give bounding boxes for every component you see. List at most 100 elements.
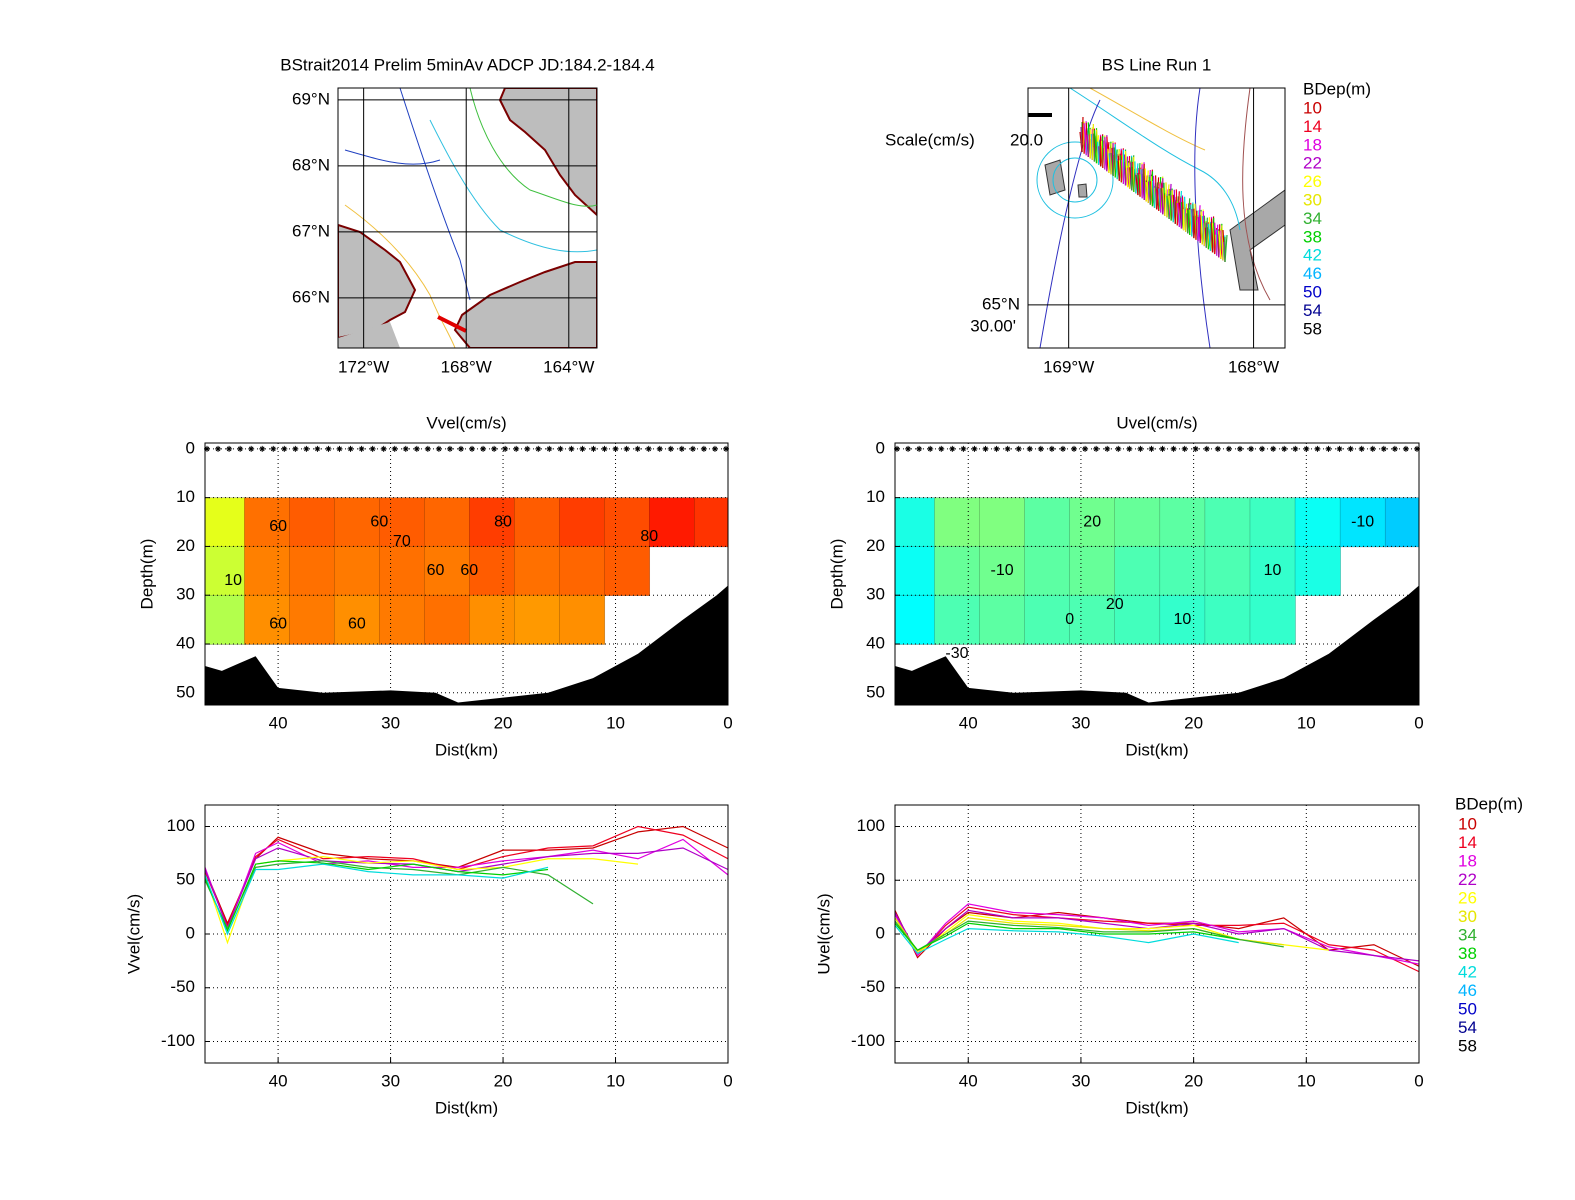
profile-marker (1071, 445, 1078, 452)
velocity-stick (1216, 224, 1219, 256)
lon-label: 172°W (338, 357, 389, 376)
contour-cell (379, 594, 426, 645)
velocity-stick (1107, 148, 1110, 173)
y-tick-label: 20 (176, 536, 195, 555)
profile-marker (1181, 445, 1188, 452)
y-tick-label: 0 (876, 438, 885, 457)
contour-cell (895, 497, 936, 548)
map-background (338, 88, 597, 348)
x-tick-label: 0 (1414, 713, 1423, 732)
profile-marker (711, 445, 718, 452)
profile-marker (612, 445, 619, 452)
contour-cell (934, 546, 981, 596)
x-tick-label: 10 (1297, 713, 1316, 732)
scale-value: 20.0 (1010, 130, 1043, 149)
legend-label: 42 (1458, 962, 1477, 981)
legend-label: 22 (1303, 154, 1322, 173)
legend-label: 18 (1303, 135, 1322, 154)
data-line (204, 838, 729, 931)
legend-label: 54 (1458, 1018, 1477, 1037)
contour-label: 10 (224, 572, 242, 589)
lat-label: 68°N (292, 155, 330, 174)
velocity-stick (1083, 123, 1087, 156)
y-tick-label: 20 (866, 536, 885, 555)
contour-cell (1159, 594, 1206, 645)
legend-title: BDep(m) (1303, 79, 1371, 98)
profile-marker (1093, 445, 1100, 452)
map-frame (337, 87, 598, 349)
legend-label: 38 (1303, 227, 1322, 246)
profile-marker (435, 445, 442, 452)
contour-cell (1249, 594, 1296, 645)
velocity-stick (1128, 162, 1131, 189)
profile-marker (325, 445, 332, 452)
chart-title: Vvel(cm/s) (426, 413, 506, 432)
velocity-stick (1159, 183, 1162, 213)
y-axis-label: Depth(m) (827, 539, 846, 610)
profile-marker (1281, 445, 1288, 452)
velocity-stick (1114, 144, 1118, 180)
x-tick-label: 10 (606, 713, 625, 732)
contour-cell (1159, 497, 1206, 548)
data-line (894, 920, 1284, 951)
contour-label: -10 (1351, 513, 1374, 530)
contour-cell (1024, 546, 1071, 596)
contour-cell (979, 546, 1026, 596)
velocity-stick (1096, 141, 1100, 165)
contour-cell (1024, 497, 1071, 548)
contour-cell (379, 546, 426, 596)
profile-marker (1369, 445, 1376, 452)
y-tick-label: 50 (176, 870, 195, 889)
profile-marker (1159, 445, 1166, 452)
profile-marker (971, 445, 978, 452)
contour-label: 80 (494, 513, 512, 530)
velocity-stick (1200, 211, 1203, 245)
profile-marker (535, 445, 542, 452)
profile-marker (689, 445, 696, 452)
velocity-stick (1156, 188, 1160, 212)
y-tick-label: 0 (186, 438, 195, 457)
profile-marker (1259, 445, 1266, 452)
velocity-stick (1091, 123, 1094, 160)
plot-frame (894, 804, 1420, 1064)
velocity-stick (1112, 154, 1115, 176)
profile-marker (424, 445, 431, 452)
profile-marker (1314, 445, 1321, 452)
data-line (894, 922, 1239, 951)
velocity-stick (1166, 195, 1170, 220)
x-tick-label: 0 (723, 1071, 732, 1090)
contour-cell (1069, 546, 1116, 596)
contour-cell (1204, 497, 1251, 548)
x-tick-label: 20 (494, 713, 513, 732)
profile-marker (1391, 445, 1398, 452)
data-line (204, 860, 549, 933)
contour-cell (1339, 497, 1386, 548)
y-tick-label: -100 (851, 1031, 885, 1050)
x-tick-label: 0 (723, 713, 732, 732)
contour-cell (514, 594, 561, 645)
x-tick-label: 40 (269, 1071, 288, 1090)
contour-cell (244, 546, 291, 596)
contour-cell (1249, 497, 1296, 548)
profile-marker (568, 445, 575, 452)
contour-cell (604, 546, 651, 596)
contour-label: 60 (269, 616, 287, 633)
velocity-stick (1135, 174, 1139, 196)
y-tick-label: -100 (161, 1031, 195, 1050)
map-title: BStrait2014 Prelim 5minAv ADCP JD:184.2-… (280, 55, 655, 74)
legend-label: 42 (1303, 246, 1322, 265)
x-tick-label: 30 (381, 713, 400, 732)
profile-marker (1303, 445, 1310, 452)
contour-cell (1294, 497, 1341, 548)
profile-marker (524, 445, 531, 452)
lat-label: 67°N (292, 221, 330, 240)
profile-marker (457, 445, 464, 452)
contour-label: 10 (1264, 562, 1282, 579)
profile-marker (1325, 445, 1332, 452)
map-title: BS Line Run 1 (1102, 55, 1212, 74)
profile-marker (1015, 445, 1022, 452)
legend-label: 22 (1458, 870, 1477, 889)
contour-cell (895, 594, 936, 645)
y-axis-label: Uvel(cm/s) (814, 893, 833, 974)
profile-marker (480, 445, 487, 452)
